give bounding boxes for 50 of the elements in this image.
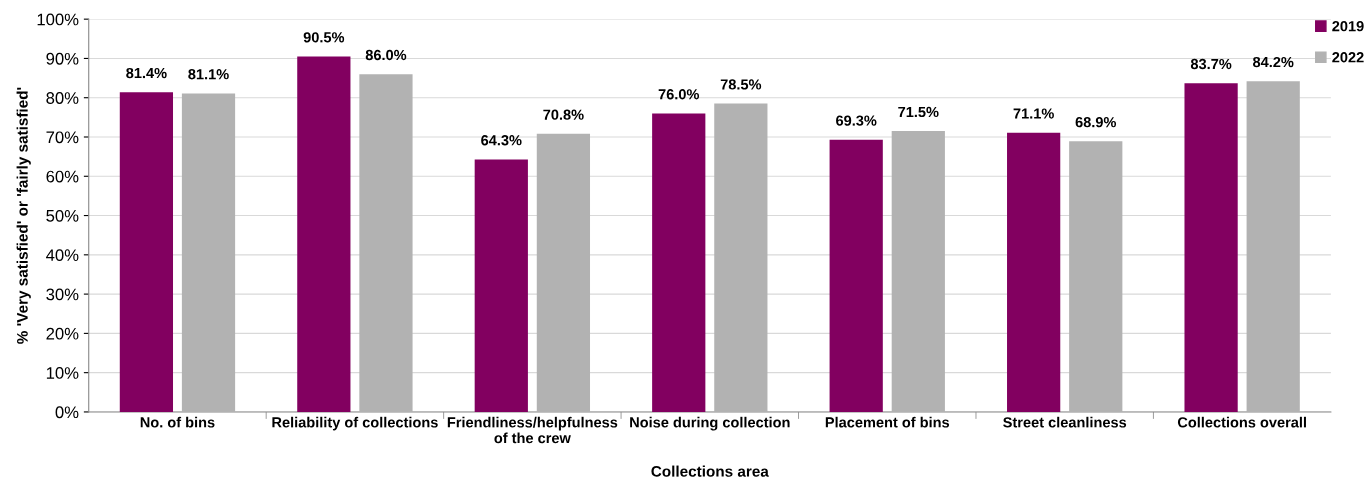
x-axis-title: Collections area [651,465,769,477]
x-tick-label: Collections overall [1177,416,1306,428]
bar [714,103,768,412]
y-tick-label: 30% [46,288,79,301]
x-tick-label: Noise during collection [630,416,790,431]
bar [1184,83,1238,412]
data-label: 81.1% [188,69,229,80]
bar [829,139,883,412]
bar [181,93,236,412]
y-tick-label: 60% [46,170,79,183]
data-label: 64.3% [481,135,522,146]
data-label: 83.7% [1190,58,1232,70]
bar [297,56,351,412]
data-label: 69.3% [836,115,877,126]
data-label: 68.9% [1075,116,1117,128]
bar [1246,81,1300,412]
bar [1007,132,1061,412]
data-label: 84.2% [1252,56,1294,68]
data-label: 90.5% [303,32,345,43]
bar [536,133,591,412]
bar [359,74,413,412]
legend-label: 2019 [1332,21,1364,32]
x-tick-label: Friendliness/helpfulness of the crew [447,416,618,444]
data-label: 78.5% [720,79,762,90]
data-label: 76.0% [658,89,700,100]
bar [119,92,174,412]
y-tick-label: 90% [46,52,79,65]
bar [474,159,528,412]
data-label: 70.8% [543,109,584,120]
x-tick-label: No. of bins [140,416,215,428]
y-tick-label: 70% [46,131,79,144]
y-tick-label: 40% [46,249,79,262]
y-tick-label: 0% [55,406,79,419]
y-tick-label: 50% [46,209,79,222]
bar [1069,141,1123,412]
y-axis-title: % 'Very satisfied' or 'fairly satisfied' [16,87,31,344]
legend-label: 2022 [1332,52,1364,63]
y-tick-label: 100% [37,13,79,26]
data-label: 86.0% [365,49,407,61]
y-tick-label: 20% [46,327,79,340]
y-tick-label: 80% [46,92,79,104]
bar [652,113,706,412]
bar [891,131,945,412]
x-tick-label: Reliability of collections [272,416,438,431]
data-label: 71.1% [1013,108,1054,119]
data-label: 81.4% [126,67,167,79]
x-tick-label: Placement of bins [825,416,950,428]
y-tick-label: 10% [46,367,79,379]
x-tick-label: Street cleanliness [1003,416,1127,428]
data-label: 71.5% [898,106,939,118]
